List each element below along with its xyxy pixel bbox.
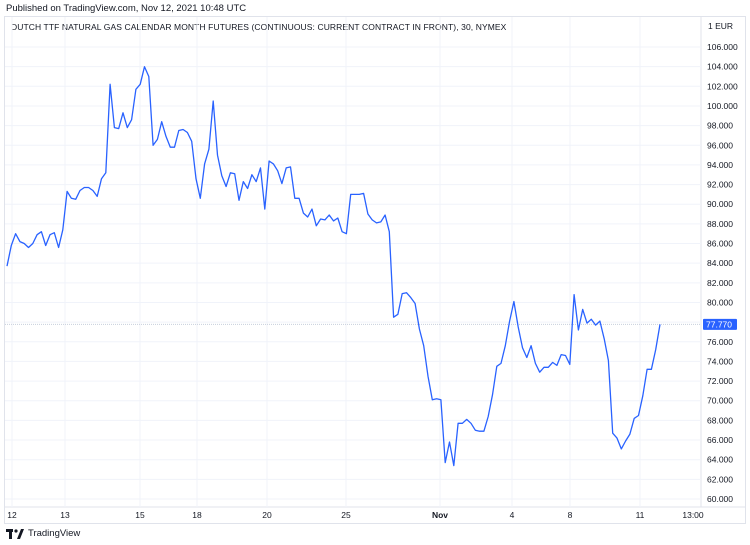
y-tick-label: 100.000 xyxy=(707,101,738,111)
x-tick-label: 11 xyxy=(636,510,645,520)
x-tick-label: 25 xyxy=(341,510,351,520)
y-tick-label: 76.000 xyxy=(707,337,733,347)
y-tick-label: 102.000 xyxy=(707,81,738,91)
y-tick-label: 106.000 xyxy=(707,42,738,52)
x-tick-label: Nov xyxy=(432,510,448,520)
x-tick-label: 4 xyxy=(510,510,515,520)
y-tick-label: 92.000 xyxy=(707,180,733,190)
x-tick-label: 13:00 xyxy=(682,510,704,520)
y-tick-label: 70.000 xyxy=(707,396,733,406)
y-tick-label: 94.000 xyxy=(707,160,733,170)
y-tick-label: 90.000 xyxy=(707,199,733,209)
footer-brand: TradingView xyxy=(28,528,81,539)
y-tick-label: 84.000 xyxy=(707,258,733,268)
y-tick-label: 98.000 xyxy=(707,121,733,131)
x-tick-label: 12 xyxy=(7,510,17,520)
y-tick-label: 62.000 xyxy=(707,474,733,484)
y-tick-label: 80.000 xyxy=(707,297,733,307)
y-tick-label: 66.000 xyxy=(707,435,733,445)
y-tick-label: 60.000 xyxy=(707,494,733,504)
y-tick-label: 64.000 xyxy=(707,455,733,465)
last-price-badge xyxy=(703,318,737,330)
x-tick-label: 13 xyxy=(60,510,70,520)
y-tick-label: 104.000 xyxy=(707,62,738,72)
x-tick-label: 15 xyxy=(135,510,145,520)
y-tick-label: 68.000 xyxy=(707,415,733,425)
y-tick-label: 72.000 xyxy=(707,376,733,386)
currency-label: 1 EUR xyxy=(708,21,733,31)
y-tick-label: 74.000 xyxy=(707,356,733,366)
chart-title: DUTCH TTF NATURAL GAS CALENDAR MONTH FUT… xyxy=(11,22,507,32)
tradingview-logo-icon xyxy=(6,528,24,539)
x-tick-label: 18 xyxy=(192,510,202,520)
chart-frame xyxy=(4,16,746,524)
y-tick-label: 96.000 xyxy=(707,140,733,150)
last-price-value: 77.770 xyxy=(706,319,732,329)
y-tick-label: 88.000 xyxy=(707,219,733,229)
x-tick-label: 20 xyxy=(262,510,272,520)
y-tick-label: 86.000 xyxy=(707,239,733,249)
price-series-line xyxy=(6,66,661,467)
published-caption: Published on TradingView.com, Nov 12, 20… xyxy=(6,3,247,14)
y-tick-label: 82.000 xyxy=(707,278,733,288)
tradingview-footer[interactable]: TradingView xyxy=(6,528,80,539)
x-tick-label: 8 xyxy=(568,510,573,520)
